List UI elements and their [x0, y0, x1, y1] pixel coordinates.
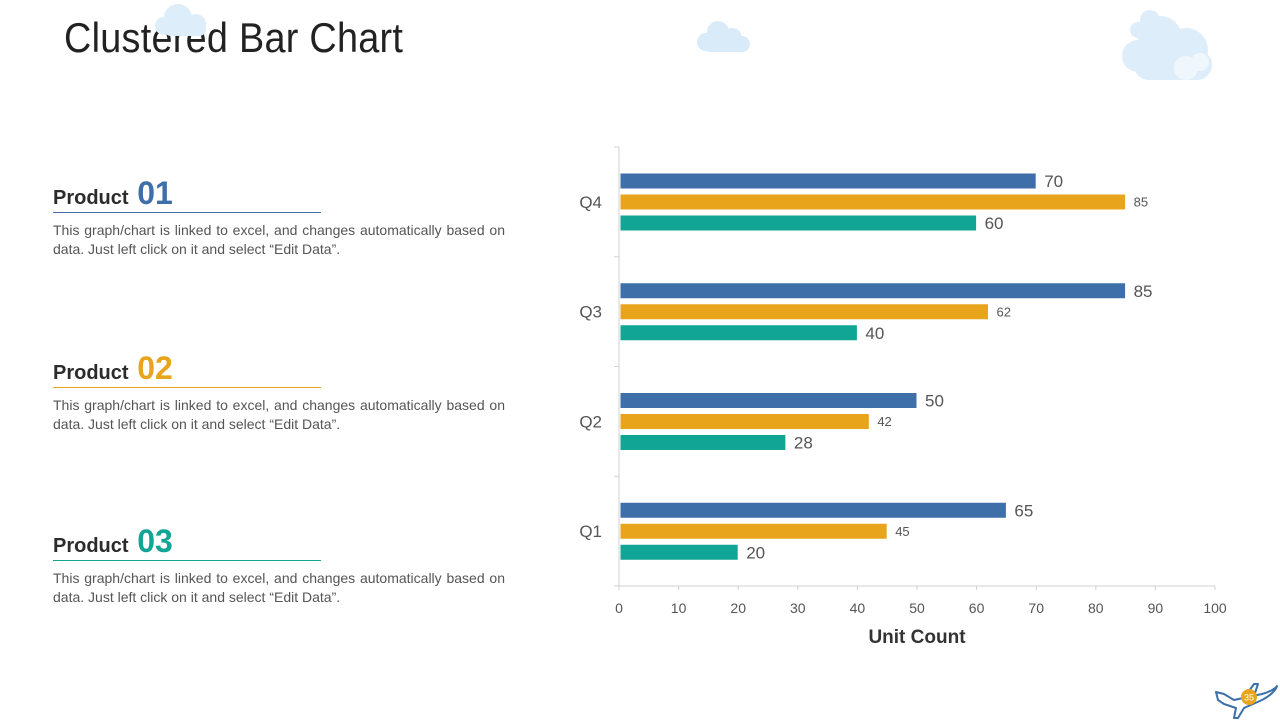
product-block-01: Product 01 This graph/chart is linked to…	[53, 175, 505, 259]
product-divider	[53, 560, 321, 561]
product-description: This graph/chart is linked to excel, and…	[53, 222, 505, 257]
data-label: 65	[1014, 501, 1033, 520]
slide-title: Clustered Bar Chart	[64, 14, 404, 61]
x-axis-title: Unit Count	[868, 627, 966, 648]
bar	[619, 392, 918, 409]
product-description: This graph/chart is linked to excel, and…	[53, 397, 505, 432]
bar	[619, 324, 858, 342]
page-number: 35	[1244, 693, 1254, 703]
bar	[619, 303, 990, 321]
product-divider	[53, 387, 321, 388]
product-heading: Product 03	[53, 523, 505, 559]
x-tick-label: 80	[1088, 600, 1104, 616]
bar	[619, 543, 739, 561]
category-label: Q2	[579, 412, 602, 431]
product-heading: Product 02	[53, 350, 505, 386]
product-word: Product	[53, 362, 129, 384]
x-tick-label: 100	[1203, 600, 1227, 616]
x-tick-label: 30	[790, 600, 806, 616]
product-number: 01	[137, 175, 173, 211]
bar	[619, 214, 978, 232]
x-tick-label: 20	[730, 600, 746, 616]
product-block-03: Product 03 This graph/chart is linked to…	[53, 523, 505, 607]
category-label: Q1	[579, 522, 602, 541]
data-label: 45	[895, 524, 909, 539]
data-label: 20	[746, 543, 765, 562]
product-word: Product	[53, 535, 129, 557]
cloud-icon	[697, 21, 750, 52]
data-label: 62	[997, 304, 1011, 319]
product-divider	[53, 212, 321, 213]
bar	[619, 501, 1007, 519]
category-label: Q3	[579, 303, 602, 322]
bar	[619, 282, 1127, 300]
cloud-icon	[155, 4, 206, 36]
product-word: Product	[53, 187, 129, 209]
bar	[619, 193, 1127, 211]
data-label: 42	[877, 414, 891, 429]
product-number: 02	[137, 350, 173, 386]
x-tick-label: 40	[850, 600, 866, 616]
bar	[619, 434, 787, 451]
x-tick-label: 10	[671, 600, 687, 616]
page-number-badge: 35	[1241, 689, 1257, 705]
product-heading: Product 01	[53, 175, 505, 211]
x-tick-label: 60	[969, 600, 985, 616]
data-label: 50	[925, 392, 944, 411]
bar	[619, 172, 1037, 190]
x-tick-label: 90	[1148, 600, 1164, 616]
data-label: 28	[794, 434, 813, 453]
data-label: 85	[1134, 195, 1148, 210]
x-tick-label: 70	[1028, 600, 1044, 616]
cloud-icon	[1122, 10, 1212, 80]
data-label: 85	[1134, 282, 1153, 301]
data-label: 60	[985, 214, 1004, 233]
bar	[619, 522, 888, 540]
x-tick-label: 50	[909, 600, 925, 616]
product-block-02: Product 02 This graph/chart is linked to…	[53, 350, 505, 434]
category-label: Q4	[579, 193, 602, 212]
bar	[619, 413, 870, 430]
data-label: 40	[865, 324, 884, 343]
product-description: This graph/chart is linked to excel, and…	[53, 570, 505, 605]
x-tick-label: 0	[615, 600, 623, 616]
data-label: 70	[1044, 172, 1063, 191]
product-number: 03	[137, 523, 173, 559]
